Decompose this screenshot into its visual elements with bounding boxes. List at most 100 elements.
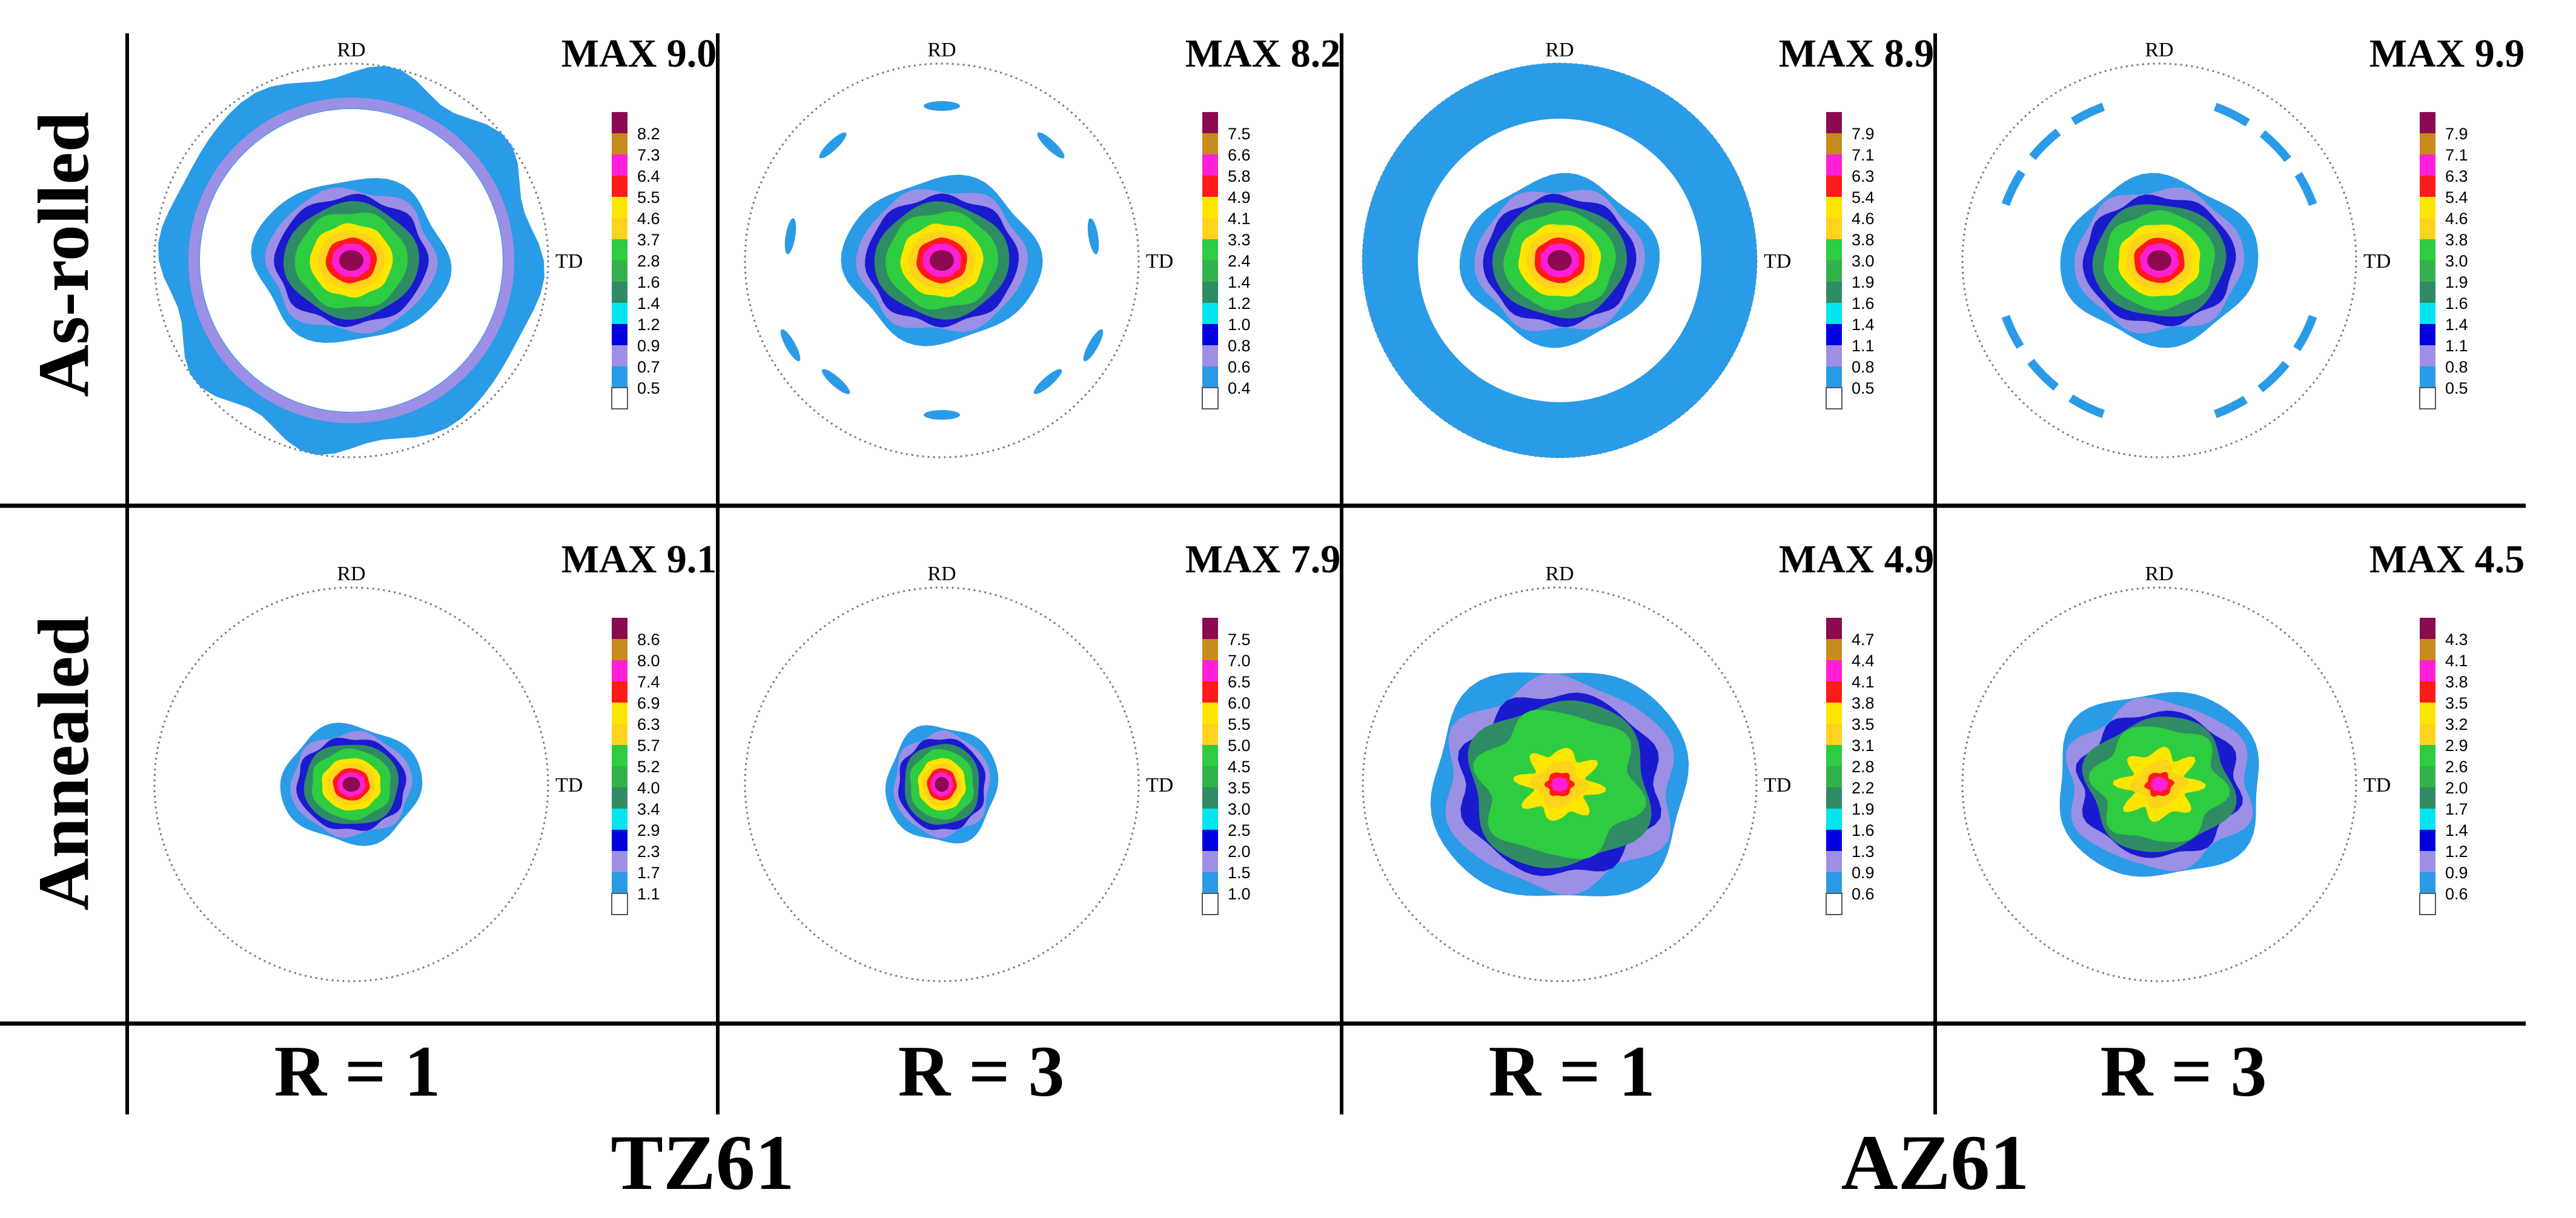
legend-swatch (612, 133, 627, 154)
legend-level-label: 4.9 (1228, 188, 1251, 207)
legend-level-label: 0.8 (1852, 358, 1875, 376)
legend-level-label: 5.4 (2445, 188, 2468, 207)
pole-circle (744, 62, 1140, 458)
contour-dash (784, 218, 796, 254)
legend-swatch (1202, 282, 1218, 303)
legend-swatch (612, 830, 627, 851)
legend-swatch (2420, 724, 2435, 745)
legend-swatch (2420, 660, 2435, 681)
legend-level-label: 2.9 (637, 821, 660, 839)
legend-swatch (1826, 197, 1842, 218)
legend-swatch (612, 703, 627, 724)
legend-level-label: 0.6 (2445, 885, 2468, 903)
row-label-as-rolled: As-rolled (23, 111, 104, 397)
max-intensity-label: MAX 9.0 (561, 31, 717, 76)
legend-level-label: 6.5 (1228, 673, 1251, 691)
legend-swatch (2420, 639, 2435, 660)
legend-level-label: 8.0 (637, 652, 660, 670)
pole-circle (153, 62, 549, 458)
pole-figure-panel: RD TD MAX 8.9 7.9 7.1 6.3 5.4 4.6 3.8 3.0 1.9 1.6 1.… (1362, 31, 1934, 458)
legend-swatch (1202, 724, 1218, 745)
legend-level-label: 1.9 (1852, 273, 1875, 291)
legend-swatch (2420, 618, 2435, 639)
legend-level-label: 3.2 (2445, 715, 2468, 733)
legend-level-label: 1.9 (1852, 800, 1875, 818)
legend-level-label: 1.1 (1852, 337, 1875, 355)
pole-figure-panel: RD TD MAX 4.5 4.3 4.1 3.8 3.5 3.2 2.9 2.6 2.0 1.7 1.… (1961, 537, 2525, 982)
max-intensity-label: MAX 4.5 (2369, 537, 2525, 581)
legend-swatch (612, 366, 627, 388)
legend-swatch (1202, 345, 1218, 366)
legend-level-label: 4.1 (1228, 210, 1251, 228)
legend-level-label: 5.4 (1852, 188, 1875, 207)
legend-level-label: 4.1 (1852, 673, 1875, 691)
legend-swatch (2420, 303, 2435, 324)
legend-level-label: 1.6 (1852, 294, 1875, 313)
contour-arc (2001, 102, 2105, 207)
legend-level-label: 1.4 (1852, 316, 1875, 334)
legend-swatch (1202, 112, 1218, 133)
texture-contour (2150, 776, 2168, 792)
row-label-annealed: Annealed (23, 615, 104, 911)
rd-axis-label: RD (927, 39, 956, 61)
max-intensity-label: MAX 4.9 (1779, 537, 1935, 581)
legend-level-label: 7.1 (2445, 146, 2468, 164)
legend-swatch (612, 112, 627, 133)
legend-swatch (1826, 851, 1842, 872)
pole-circle (1961, 62, 2357, 458)
legend-swatch (1202, 387, 1219, 409)
legend-swatch (612, 260, 627, 282)
column-label-az61-r1: R = 1 (1488, 1031, 1655, 1111)
td-axis-label: TD (2363, 774, 2391, 796)
legend-swatch (612, 639, 627, 660)
legend-swatch (612, 809, 627, 830)
legend-swatch (1202, 893, 1219, 915)
rd-axis-label: RD (927, 563, 956, 585)
legend-swatch (1202, 154, 1218, 176)
legend-swatch (1826, 345, 1842, 366)
legend-swatch (2420, 787, 2435, 809)
legend-swatch (1202, 197, 1218, 218)
legend-level-label: 3.1 (1852, 736, 1875, 755)
rd-axis-label: RD (337, 563, 365, 585)
legend-swatch (612, 660, 627, 681)
legend-swatch (1826, 366, 1842, 388)
legend-swatch (2419, 387, 2436, 409)
legend-swatch (1826, 724, 1842, 745)
column-label-tz61-r1: R = 1 (274, 1031, 441, 1111)
legend-swatch (2420, 218, 2435, 239)
legend-level-label: 1.4 (1228, 273, 1251, 291)
legend-level-label: 2.0 (1228, 842, 1251, 861)
legend-swatch (1826, 893, 1843, 915)
legend-level-label: 6.3 (637, 715, 660, 733)
legend-swatch (612, 787, 627, 809)
pole-figure-panel: RD TD MAX 4.9 4.7 4.4 4.1 3.8 3.5 3.1 2.8 2.2 1.9 1.… (1362, 537, 1935, 982)
legend-swatch (1826, 282, 1842, 303)
legend-level-label: 1.0 (1228, 885, 1251, 903)
legend-swatch (1826, 809, 1842, 830)
legend-swatch (612, 324, 627, 345)
legend-level-label: 3.0 (1852, 252, 1875, 270)
legend-swatch (1826, 703, 1842, 724)
legend-level-label: 2.8 (637, 252, 660, 270)
texture-contour (930, 250, 954, 271)
td-axis-label: TD (1764, 774, 1791, 796)
legend-level-label: 4.6 (2445, 210, 2468, 228)
legend-swatch (1826, 154, 1842, 176)
pole-circle (153, 586, 549, 982)
legend-swatch (2420, 766, 2435, 787)
legend-level-label: 0.6 (1852, 885, 1875, 903)
legend-swatch (1202, 218, 1218, 239)
legend-level-label: 0.9 (2445, 864, 2468, 882)
rd-axis-label: RD (1545, 563, 1574, 585)
legend-level-label: 7.5 (1228, 125, 1251, 143)
legend-swatch (612, 176, 627, 197)
legend-swatch (1202, 766, 1218, 787)
legend-level-label: 7.5 (1228, 631, 1251, 649)
td-axis-label: TD (1146, 250, 1173, 273)
contour-dash (780, 329, 801, 362)
legend-level-label: 1.0 (1228, 316, 1251, 334)
legend-level-label: 3.4 (637, 800, 660, 818)
legend-level-label: 3.0 (2445, 252, 2468, 270)
legend-level-label: 4.1 (2445, 652, 2468, 670)
